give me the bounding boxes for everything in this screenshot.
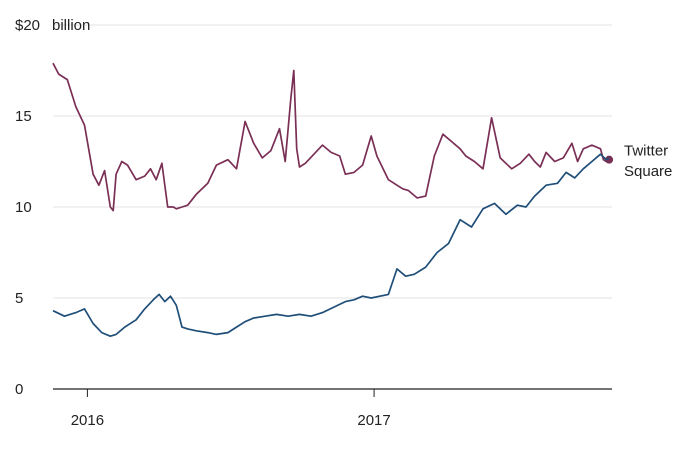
y-tick-label-20: $20 [15,17,40,34]
y-tick-label-5: 5 [15,290,23,307]
y-tick-label-10: 10 [15,199,32,216]
y-tick-label-0: 0 [15,381,23,398]
square-line [52,153,610,338]
twitter-end-marker [605,155,614,164]
y-unit-label: billion [52,17,90,34]
labels: 0 5 10 15 $20 billion 2016 2017 Twitter Square [15,17,672,429]
x-axis [53,388,612,397]
y-tick-label-15: 15 [15,108,32,125]
twitter-series-label: Twitter [624,143,668,160]
square-series-label: Square [624,163,672,180]
gridlines [53,24,612,299]
series-lines [52,62,614,338]
x-tick-label-2017: 2017 [357,412,390,429]
x-tick-label-2016: 2016 [71,412,104,429]
twitter-line [52,62,610,212]
